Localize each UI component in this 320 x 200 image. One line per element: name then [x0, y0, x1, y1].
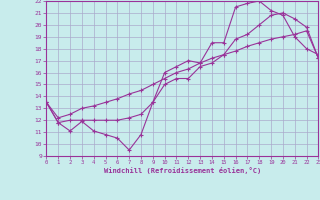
- X-axis label: Windchill (Refroidissement éolien,°C): Windchill (Refroidissement éolien,°C): [104, 167, 261, 174]
